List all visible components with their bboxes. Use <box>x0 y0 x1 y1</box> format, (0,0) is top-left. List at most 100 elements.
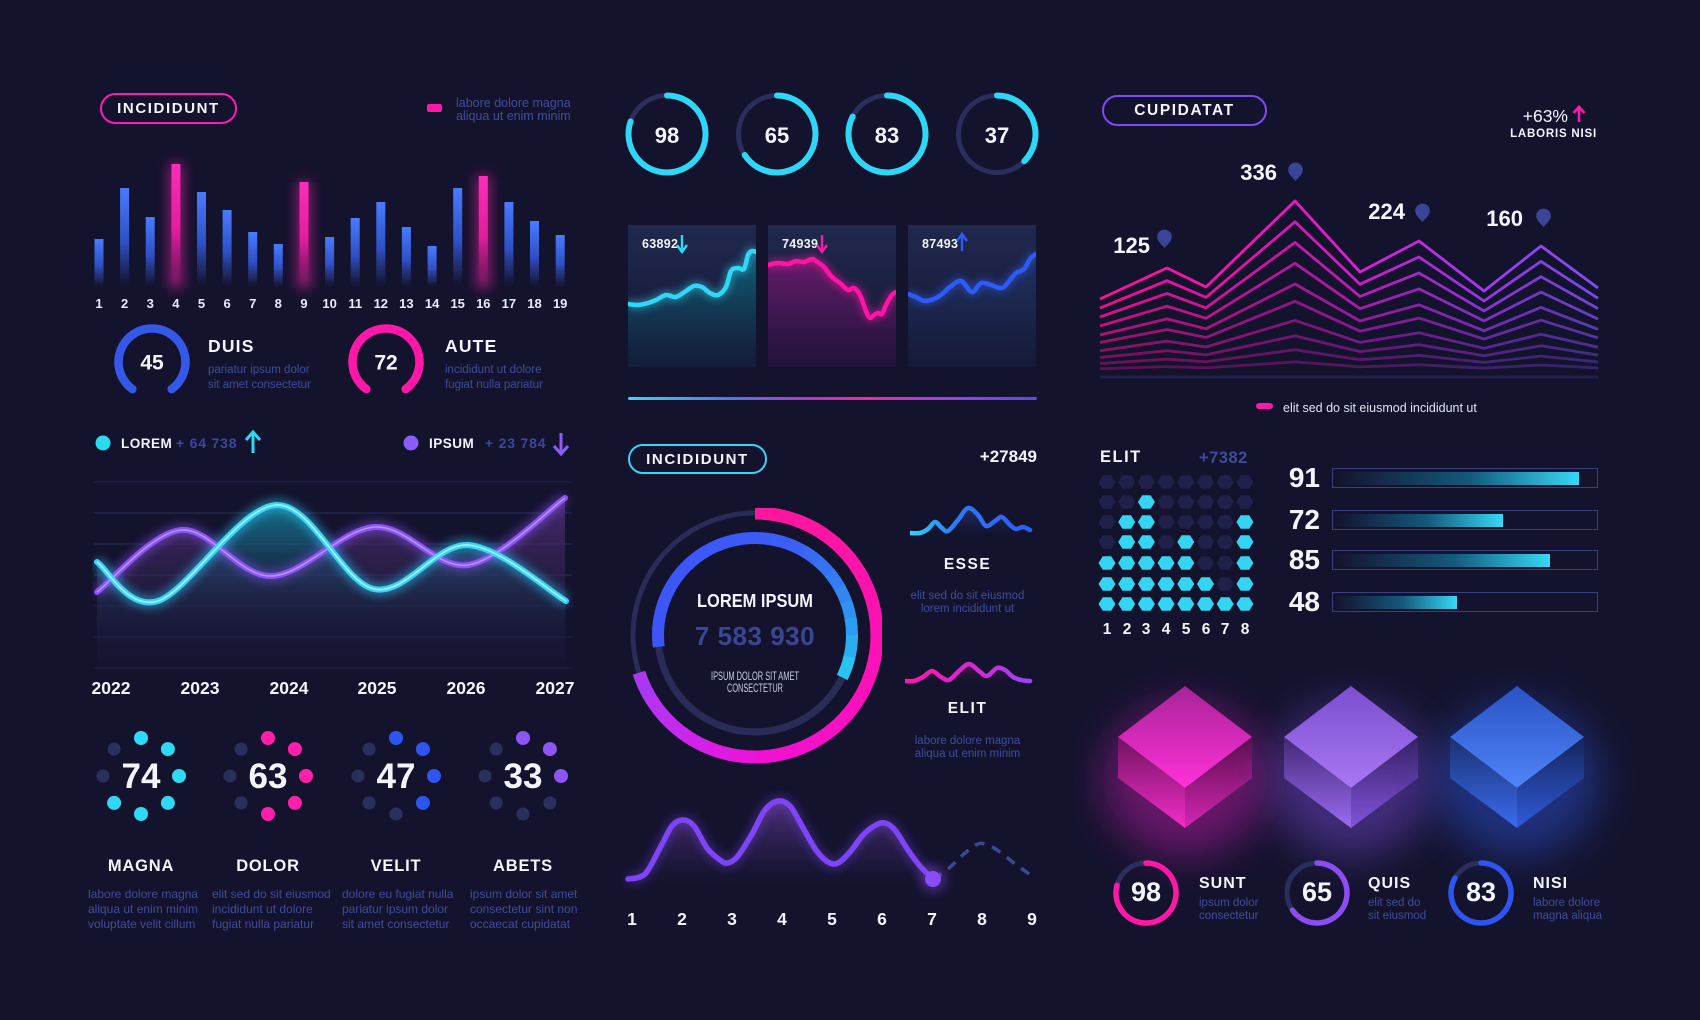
svg-text:2026: 2026 <box>447 678 486 698</box>
svg-text:CONSECTETUR: CONSECTETUR <box>727 683 783 695</box>
svg-text:98: 98 <box>1131 877 1161 907</box>
svg-text:4: 4 <box>777 909 787 929</box>
svg-text:15: 15 <box>450 296 464 311</box>
svg-text:83: 83 <box>1466 877 1496 907</box>
svg-text:ipsum dolor sit amet: ipsum dolor sit amet <box>470 887 578 901</box>
svg-text:72: 72 <box>374 352 397 375</box>
svg-text:8: 8 <box>275 296 282 311</box>
svg-text:aliqua ut enim minim: aliqua ut enim minim <box>88 902 198 916</box>
svg-text:63: 63 <box>249 757 288 796</box>
svg-text:2023: 2023 <box>181 678 220 698</box>
svg-text:incididunt ut dolore: incididunt ut dolore <box>212 902 313 916</box>
svg-text:LOREM IPSUM: LOREM IPSUM <box>697 591 813 611</box>
svg-text:33: 33 <box>504 757 543 796</box>
svg-text:9: 9 <box>1027 909 1037 929</box>
svg-text:sit amet consectetur: sit amet consectetur <box>208 379 311 391</box>
svg-text:sit eiusmod: sit eiusmod <box>1368 910 1426 922</box>
svg-text:3: 3 <box>147 296 154 311</box>
svg-text:9: 9 <box>300 296 307 311</box>
svg-text:1: 1 <box>627 909 637 929</box>
svg-text:11: 11 <box>348 296 362 311</box>
svg-text:IPSUM: IPSUM <box>429 436 474 451</box>
svg-text:MAGNA: MAGNA <box>108 857 174 875</box>
svg-text:elit sed do: elit sed do <box>1368 897 1420 909</box>
svg-text:63892: 63892 <box>642 237 678 251</box>
svg-text:47: 47 <box>377 757 416 796</box>
svg-text:elit sed do sit eiusmod: elit sed do sit eiusmod <box>212 887 331 901</box>
svg-text:74: 74 <box>122 757 161 796</box>
svg-text:160: 160 <box>1486 206 1523 231</box>
svg-text:8: 8 <box>1241 621 1250 638</box>
svg-text:12: 12 <box>374 296 388 311</box>
svg-text:17: 17 <box>502 296 516 311</box>
svg-text:87493: 87493 <box>922 237 958 251</box>
svg-text:ABETS: ABETS <box>493 857 553 875</box>
svg-text:3: 3 <box>1142 621 1151 638</box>
svg-text:2022: 2022 <box>92 678 131 698</box>
svg-text:74939: 74939 <box>782 237 818 251</box>
svg-text:consectetur sint non: consectetur sint non <box>470 902 577 916</box>
svg-text:magna aliqua: magna aliqua <box>1533 910 1603 922</box>
svg-text:2: 2 <box>121 296 128 311</box>
svg-text:16: 16 <box>476 296 490 311</box>
svg-text:6: 6 <box>1202 621 1211 638</box>
svg-text:224: 224 <box>1368 199 1405 224</box>
svg-text:SUNT: SUNT <box>1199 875 1247 892</box>
svg-text:voluptate velit cillum: voluptate velit cillum <box>88 917 195 931</box>
svg-text:+ 23 784: + 23 784 <box>485 435 546 451</box>
svg-text:2025: 2025 <box>358 678 397 698</box>
svg-text:VELIT: VELIT <box>371 857 422 875</box>
svg-text:13: 13 <box>399 296 413 311</box>
svg-text:14: 14 <box>425 296 440 311</box>
svg-text:7: 7 <box>1221 621 1230 638</box>
svg-text:7 583 930: 7 583 930 <box>695 621 815 651</box>
svg-text:10: 10 <box>322 296 336 311</box>
svg-text:125: 125 <box>1113 233 1150 258</box>
svg-text:3: 3 <box>727 909 737 929</box>
svg-text:2: 2 <box>1123 621 1132 638</box>
svg-text:DUIS: DUIS <box>208 336 255 356</box>
svg-text:1: 1 <box>1103 621 1112 638</box>
svg-text:occaecat cupidatat: occaecat cupidatat <box>470 917 571 931</box>
svg-text:65: 65 <box>765 123 789 148</box>
svg-text:4: 4 <box>172 296 180 311</box>
svg-text:NISI: NISI <box>1533 875 1568 892</box>
svg-text:pariatur ipsum dolor: pariatur ipsum dolor <box>208 364 310 376</box>
svg-text:pariatur ipsum dolor: pariatur ipsum dolor <box>342 902 448 916</box>
svg-text:19: 19 <box>553 296 567 311</box>
svg-text:1: 1 <box>95 296 102 311</box>
svg-text:6: 6 <box>223 296 230 311</box>
svg-text:fugiat nulla pariatur: fugiat nulla pariatur <box>212 917 314 931</box>
svg-text:2: 2 <box>677 909 687 929</box>
svg-text:5: 5 <box>198 296 205 311</box>
svg-text:5: 5 <box>1182 621 1191 638</box>
svg-text:consectetur: consectetur <box>1199 910 1259 922</box>
svg-text:65: 65 <box>1302 877 1332 907</box>
svg-text:7: 7 <box>927 909 937 929</box>
svg-text:98: 98 <box>655 123 679 148</box>
svg-text:LOREM: LOREM <box>121 436 172 451</box>
svg-text:IPSUM DOLOR SIT AMET: IPSUM DOLOR SIT AMET <box>711 671 799 683</box>
svg-text:83: 83 <box>875 123 899 148</box>
svg-text:+ 64 738: + 64 738 <box>176 435 237 451</box>
svg-text:8: 8 <box>977 909 987 929</box>
svg-text:37: 37 <box>985 123 1009 148</box>
svg-text:labore dolore: labore dolore <box>1533 897 1600 909</box>
svg-text:fugiat nulla pariatur: fugiat nulla pariatur <box>445 379 543 391</box>
svg-text:2024: 2024 <box>270 678 309 698</box>
svg-text:336: 336 <box>1240 160 1277 185</box>
svg-text:dolore eu fugiat nulla: dolore eu fugiat nulla <box>342 887 454 901</box>
svg-text:AUTE: AUTE <box>445 336 497 356</box>
svg-text:DOLOR: DOLOR <box>236 857 300 875</box>
svg-text:5: 5 <box>827 909 837 929</box>
svg-text:incididunt ut dolore: incididunt ut dolore <box>445 364 542 376</box>
svg-text:4: 4 <box>1162 621 1171 638</box>
svg-text:QUIS: QUIS <box>1368 875 1411 892</box>
svg-text:2027: 2027 <box>536 678 574 698</box>
svg-text:ipsum dolor: ipsum dolor <box>1199 897 1259 909</box>
svg-text:labore dolore magna: labore dolore magna <box>88 887 198 901</box>
svg-text:sit amet consectetur: sit amet consectetur <box>342 917 449 931</box>
svg-text:7: 7 <box>249 296 256 311</box>
svg-text:6: 6 <box>877 909 887 929</box>
svg-text:45: 45 <box>140 352 164 375</box>
